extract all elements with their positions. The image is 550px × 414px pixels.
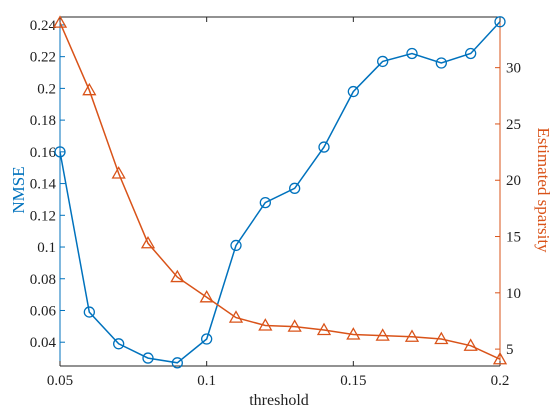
sparsity-point xyxy=(199,290,214,303)
sparsity-point xyxy=(316,322,332,336)
sparsity-point xyxy=(228,310,244,323)
nmse-point xyxy=(142,352,154,364)
sparsity-point xyxy=(463,338,478,351)
nmse-point xyxy=(171,357,183,369)
sparsity-point xyxy=(82,82,97,96)
axis-ticks: 0.05 0.1 0.15 0.2 0.04 0.06 0.08 0.1 0.12 0.14 0.1… xyxy=(30,17,521,389)
nmse-point xyxy=(83,306,95,318)
y-right-tick-label: 25 xyxy=(506,117,521,133)
nmse-point xyxy=(347,85,359,98)
y-right-tick-label: 5 xyxy=(506,342,514,358)
nmse-point xyxy=(406,47,418,60)
y-left-tick-label: 0.04 xyxy=(30,335,57,351)
nmse-point xyxy=(113,338,125,350)
y-axis-right-label: Estimated sparsity xyxy=(534,127,550,253)
x-tick-label: 0.2 xyxy=(491,373,510,389)
y-left-tick-label: 0.14 xyxy=(30,177,57,193)
sparsity-point xyxy=(434,331,449,345)
y-left-tick-label: 0.2 xyxy=(37,81,56,97)
y-left-tick-label: 0.16 xyxy=(30,145,57,161)
nmse-point xyxy=(377,55,389,68)
y-left-tick-label: 0.24 xyxy=(30,18,57,34)
nmse-point xyxy=(465,47,477,60)
nmse-point xyxy=(259,196,271,209)
nmse-point xyxy=(289,182,301,194)
nmse-point xyxy=(435,57,447,69)
y-left-tick-label: 0.18 xyxy=(30,113,56,129)
y-right-tick-label: 15 xyxy=(506,230,521,246)
plot-background xyxy=(60,17,500,366)
series-layer xyxy=(52,15,508,369)
x-axis-label: threshold xyxy=(249,392,309,409)
y-left-tick-label: 0.08 xyxy=(30,272,56,288)
sparsity-point xyxy=(287,319,302,332)
x-tick-label: 0.15 xyxy=(340,373,366,389)
sparsity-point xyxy=(404,329,420,342)
nmse-point xyxy=(201,333,213,345)
y-left-tick-label: 0.1 xyxy=(37,240,56,256)
y-left-tick-label: 0.12 xyxy=(30,208,56,224)
x-tick-label: 0.05 xyxy=(47,373,73,389)
nmse-point xyxy=(318,141,330,153)
nmse-point xyxy=(54,146,66,158)
plot-area xyxy=(59,16,501,367)
x-tick-label: 0.1 xyxy=(197,373,216,389)
series-line-nmse xyxy=(59,21,501,364)
series-line-sparsity xyxy=(59,22,501,360)
sparsity-point xyxy=(375,328,390,341)
nmse-point xyxy=(230,239,242,252)
sparsity-point xyxy=(492,351,508,365)
nmse-point xyxy=(494,16,506,28)
y-right-tick-label: 30 xyxy=(506,61,521,77)
sparsity-point xyxy=(170,269,185,283)
sparsity-point xyxy=(258,318,273,331)
sparsity-point xyxy=(346,327,361,340)
sparsity-point xyxy=(52,15,68,28)
y-right-tick-label: 10 xyxy=(506,286,521,302)
y-left-tick-label: 0.06 xyxy=(30,303,57,319)
sparsity-point xyxy=(111,166,126,179)
y-right-tick-label: 20 xyxy=(506,173,521,189)
y-axis-left-label: NMSE xyxy=(9,166,28,213)
sparsity-point xyxy=(140,235,156,249)
y-left-tick-label: 0.22 xyxy=(30,50,56,66)
